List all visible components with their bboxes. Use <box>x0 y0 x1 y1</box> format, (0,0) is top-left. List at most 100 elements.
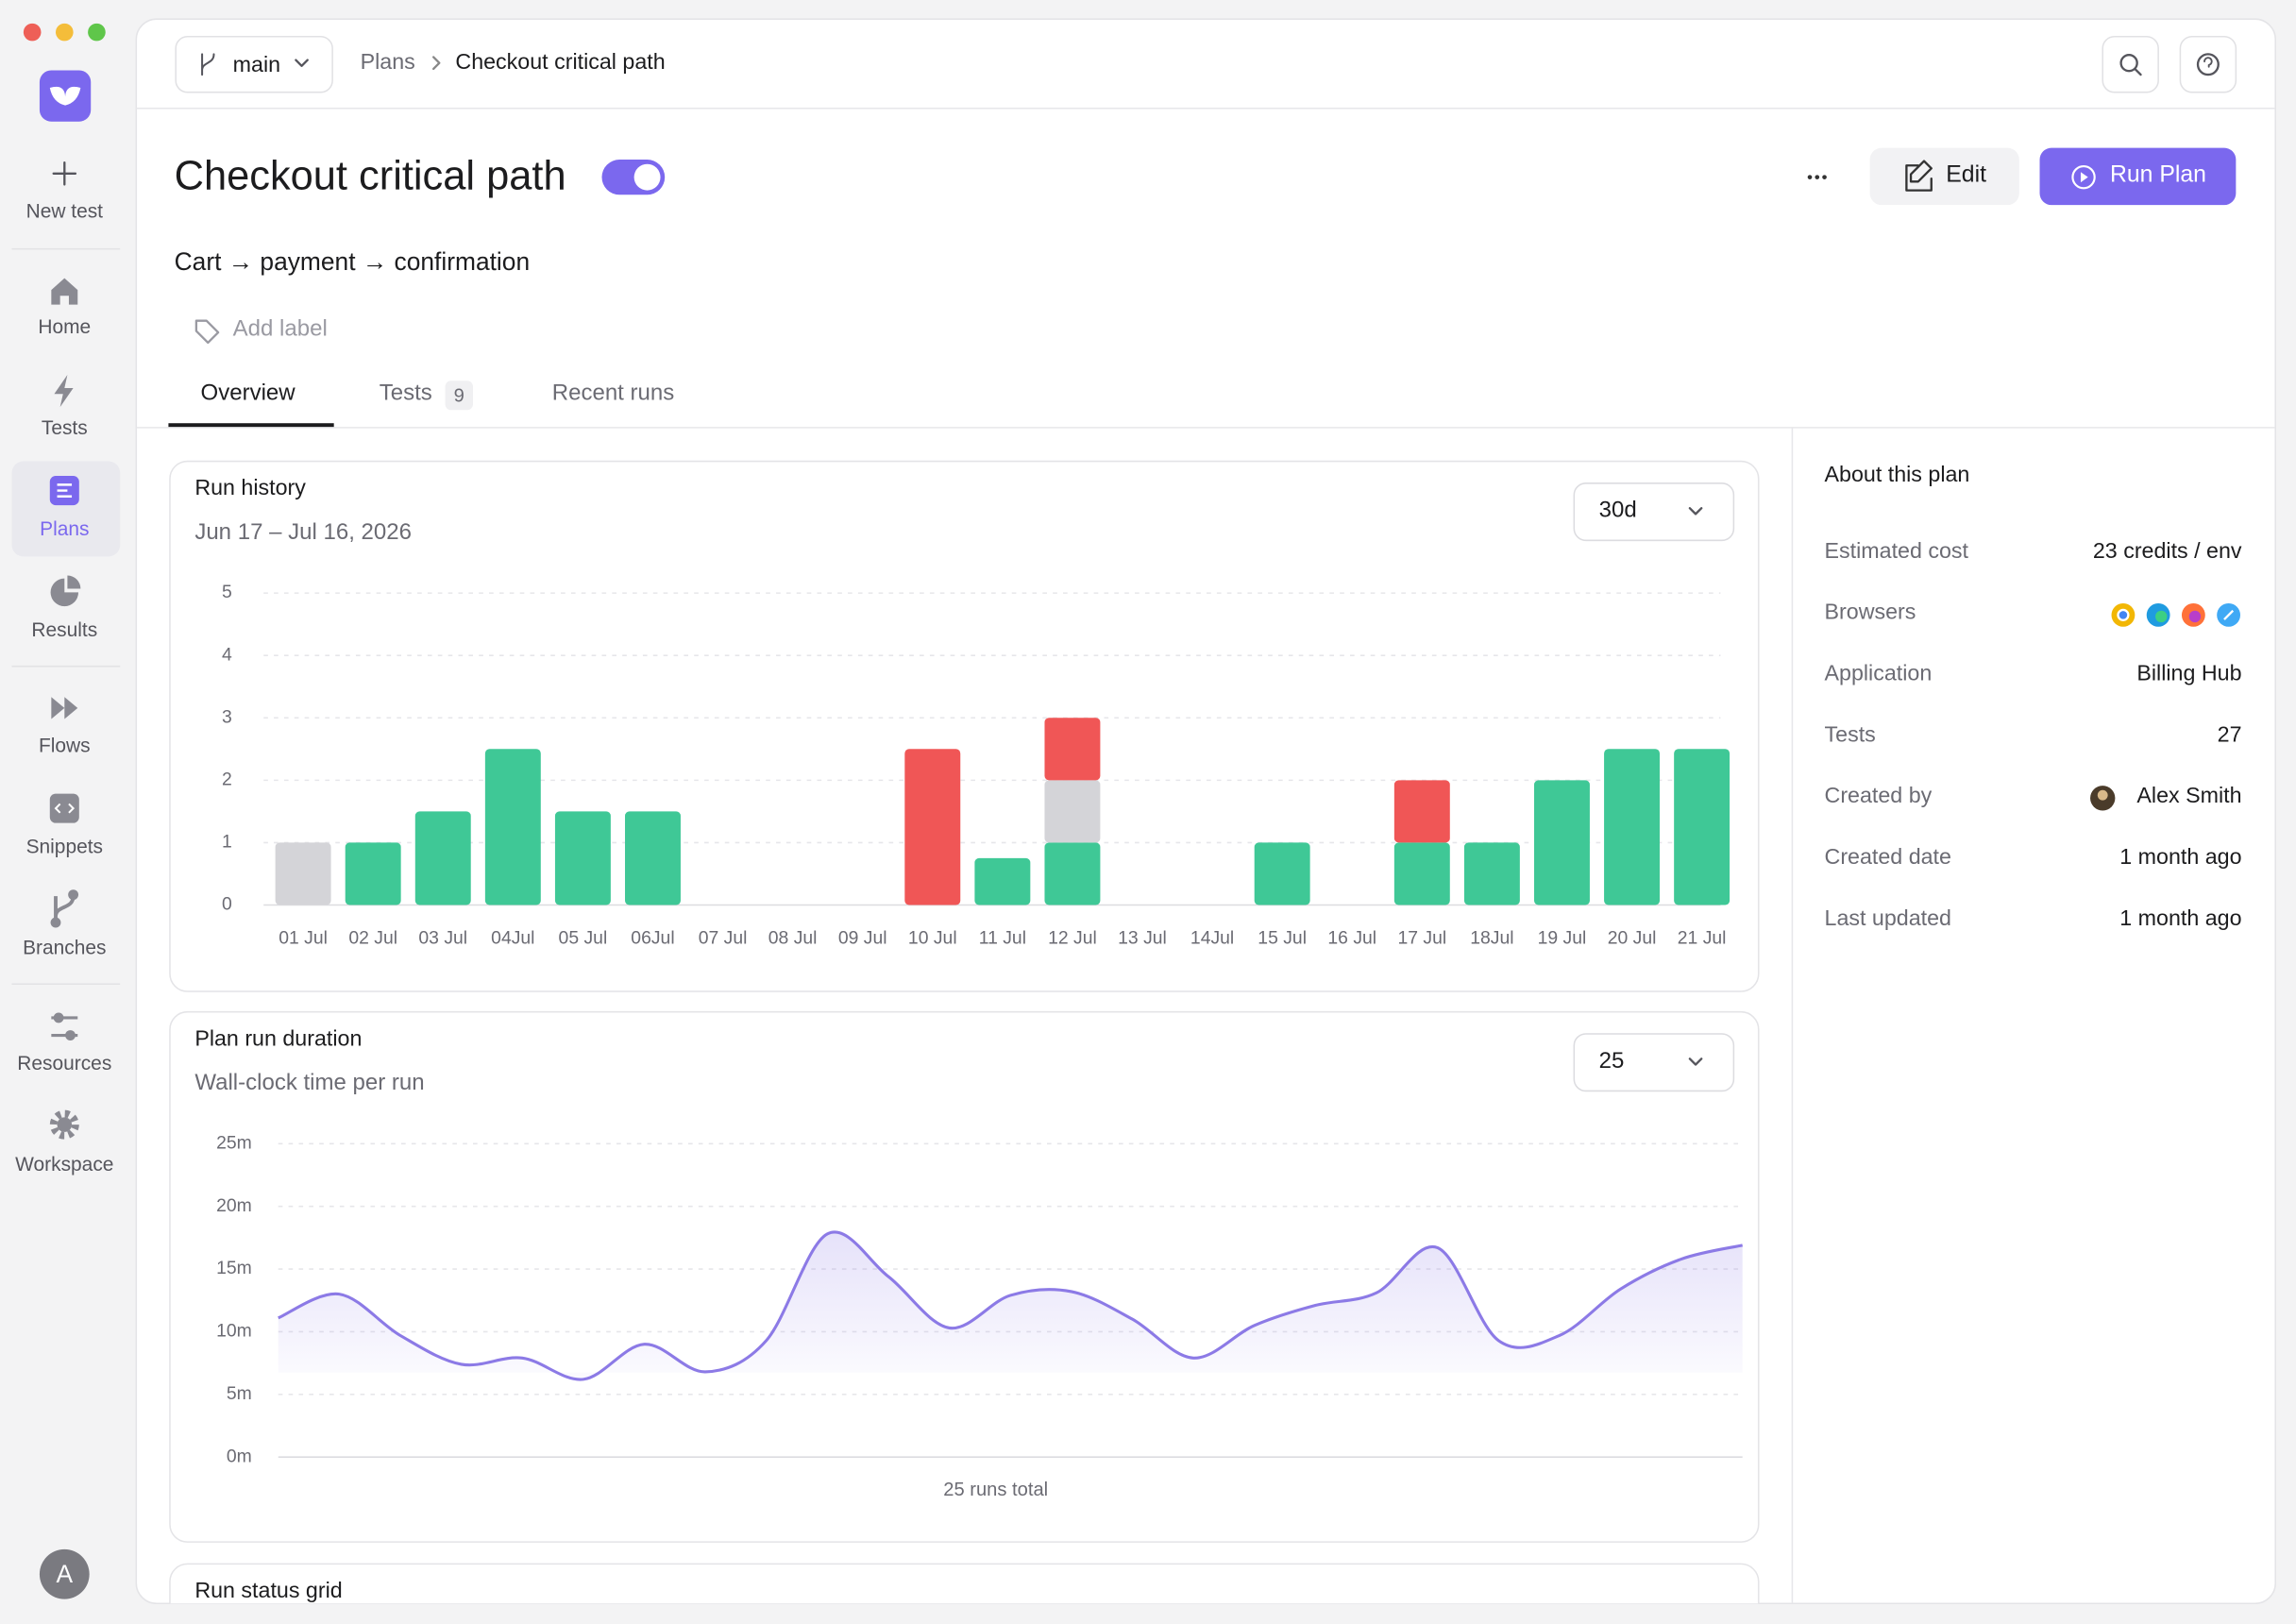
minimize-button[interactable] <box>55 23 74 42</box>
about-label: Last updated <box>1825 905 1951 930</box>
nav-label[interactable]: Flows <box>39 736 91 757</box>
x-tick-label: 08 Jul <box>768 927 818 948</box>
y-tick-label: 5 <box>222 582 232 602</box>
close-button[interactable] <box>23 23 42 42</box>
nav-label[interactable]: Tests <box>42 417 88 439</box>
nav-label[interactable]: Workspace <box>15 1154 113 1176</box>
snippets-icon <box>49 793 79 823</box>
x-tick-label: 14Jul <box>1190 927 1234 948</box>
tab[interactable]: Recent runs <box>552 381 674 406</box>
tab[interactable]: Overview <box>201 381 296 406</box>
resources-icon-knob <box>53 1012 64 1023</box>
x-tick-label: 11 Jul <box>979 927 1026 948</box>
run-icon-play <box>2080 172 2088 183</box>
nav-label[interactable]: Resources <box>17 1053 111 1074</box>
workspace-icon-center <box>57 1117 73 1132</box>
about-label: Created by <box>1825 783 1933 807</box>
nav-label[interactable]: Snippets <box>26 837 103 858</box>
bar-segment <box>1254 842 1310 905</box>
workspace-icon <box>49 1109 79 1140</box>
x-tick-label: 13 Jul <box>1118 927 1167 948</box>
x-tick-label: 20 Jul <box>1608 927 1657 948</box>
more-button[interactable] <box>1807 175 1827 179</box>
nav-label[interactable]: Results <box>31 619 97 641</box>
about-label: Estimated cost <box>1825 538 1969 563</box>
branch-icon <box>201 53 215 76</box>
logo[interactable] <box>39 70 92 122</box>
x-tick-label: 02 Jul <box>348 927 397 948</box>
about-label: Created date <box>1825 844 1951 869</box>
avatar-initial: A <box>57 1560 74 1588</box>
x-tick-label: 01 Jul <box>279 927 328 948</box>
bar-segment <box>1604 749 1661 905</box>
y-tick-label: 25m <box>216 1132 252 1153</box>
help-icon-glyph <box>2203 57 2213 68</box>
card-title: Run status grid <box>194 1578 342 1602</box>
tab-badge-count: 9 <box>454 386 464 407</box>
results-icon <box>50 575 81 607</box>
x-tick-label: 21 Jul <box>1678 927 1727 948</box>
bar-segment <box>1674 749 1730 905</box>
bar-segment <box>1044 780 1101 843</box>
range-dropdown[interactable] <box>1573 482 1735 542</box>
bar-segment <box>904 749 961 905</box>
user-avatar[interactable] <box>39 1548 90 1599</box>
x-tick-label: 18Jul <box>1470 927 1513 948</box>
y-tick-label: 20m <box>216 1195 252 1216</box>
nav-label[interactable]: Plans <box>40 518 89 540</box>
runs-dropdown[interactable] <box>1573 1033 1735 1092</box>
x-tick-label: 15 Jul <box>1258 927 1307 948</box>
y-tick-label: 15m <box>216 1258 252 1278</box>
help-icon <box>2196 53 2220 76</box>
about-value: 27 <box>2218 721 2242 746</box>
about-value: Alex Smith <box>2136 783 2241 807</box>
search-icon-handle <box>2134 67 2142 76</box>
run-icon <box>2071 164 2096 190</box>
breadcrumb-current: Checkout critical path <box>455 49 665 74</box>
toggle-knob <box>633 163 661 191</box>
y-tick-label: 1 <box>222 832 232 853</box>
logo-mark <box>49 86 81 106</box>
x-tick-label: 07 Jul <box>699 927 748 948</box>
new-test-icon <box>52 161 77 186</box>
bar-segment <box>1044 842 1101 905</box>
y-tick-label: 10m <box>216 1321 252 1342</box>
tab[interactable]: Tests <box>380 381 432 406</box>
card-title: Plan run duration <box>194 1025 362 1050</box>
edit-button[interactable] <box>1869 147 2019 206</box>
branch-selector[interactable] <box>175 35 333 93</box>
bar-segment <box>625 811 681 905</box>
bar-segment <box>1393 780 1450 843</box>
about-label: Tests <box>1825 721 1876 746</box>
add-label[interactable]: Add label <box>233 315 328 341</box>
search-button[interactable] <box>2102 35 2159 93</box>
about-label: Application <box>1825 661 1933 685</box>
about-value: 1 month ago <box>2119 905 2241 930</box>
sidebar: New test Home Tests Plans Results Flows … <box>11 70 121 1599</box>
run-plan-button[interactable] <box>2039 147 2237 206</box>
breadcrumb-link[interactable]: Plans <box>361 49 415 74</box>
zoom-button[interactable] <box>88 23 106 42</box>
chart-caption: 25 runs total <box>943 1480 1048 1500</box>
chevron <box>1688 507 1703 516</box>
bar-segment <box>484 749 541 905</box>
y-tick-label: 3 <box>222 706 232 727</box>
x-tick-label: 03 Jul <box>418 927 467 948</box>
y-tick-label: 4 <box>222 644 232 665</box>
help-button[interactable] <box>2179 35 2237 93</box>
duration-line <box>278 1230 1744 1381</box>
about-rows: Estimated cost 23 credits / env Browsers Ap… <box>1825 538 2242 930</box>
x-tick-label: 17 Jul <box>1397 927 1446 948</box>
x-tick-label: 19 Jul <box>1538 927 1587 948</box>
bar-segment <box>1534 780 1590 905</box>
x-tick-label: 06Jul <box>631 927 674 948</box>
tab-indicator <box>168 423 334 428</box>
nav-label[interactable]: Branches <box>23 938 106 959</box>
plans-icon-lines <box>57 483 73 499</box>
run-plan-label: Run Plan <box>2110 162 2206 188</box>
nav-label[interactable]: New test <box>26 200 104 222</box>
tests-icon <box>54 375 74 408</box>
status-grid-card <box>169 1563 1760 1604</box>
nav-label[interactable]: Home <box>38 316 91 338</box>
